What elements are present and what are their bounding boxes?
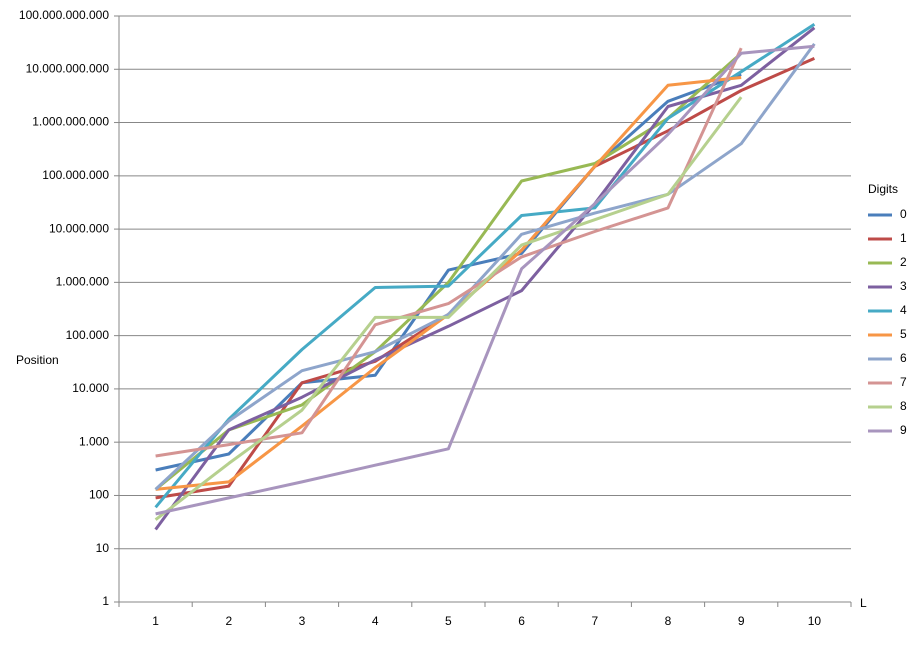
series-line	[155, 72, 742, 472]
x-tick-label: 1	[152, 614, 159, 628]
y-tick-label: 100.000.000	[42, 168, 109, 182]
x-tick-label: 3	[299, 614, 306, 628]
y-tick-label: 1.000.000	[56, 275, 110, 289]
x-tick-label: 4	[372, 614, 379, 628]
y-tick-label: 100.000.000.000	[19, 8, 109, 22]
y-tick-label: 10	[96, 541, 110, 555]
legend-label: 7	[900, 375, 907, 389]
y-tick-label: 10.000.000	[49, 221, 109, 235]
series-line	[154, 96, 743, 521]
y-tick-label: 10.000	[72, 381, 109, 395]
legend-label: 2	[900, 255, 907, 269]
x-tick-label: 10	[808, 614, 822, 628]
x-tick-label: 7	[591, 614, 598, 628]
x-tick-label: 8	[665, 614, 672, 628]
series-line	[155, 44, 815, 516]
series-line	[155, 47, 743, 458]
legend-label: 3	[900, 279, 907, 293]
y-tick-label: 100.000	[66, 328, 110, 342]
legend-label: 6	[900, 351, 907, 365]
x-axis-label: L	[860, 596, 867, 610]
legend-label: 1	[900, 231, 907, 245]
x-tick-label: 5	[445, 614, 452, 628]
series-line	[154, 52, 743, 491]
x-tick-label: 9	[738, 614, 745, 628]
legend-label: 5	[900, 327, 907, 341]
x-tick-label: 6	[518, 614, 525, 628]
legend-label: 9	[900, 423, 907, 437]
series-line	[155, 57, 816, 500]
y-tick-label: 1	[102, 594, 109, 608]
series-line	[154, 43, 816, 491]
series-line	[154, 23, 816, 509]
y-tick-label: 1.000	[79, 434, 109, 448]
y-tick-label: 10.000.000.000	[26, 61, 110, 75]
y-tick-label: 100	[89, 488, 109, 502]
legend-label: 4	[900, 303, 907, 317]
y-tick-label: 1.000.000.000	[32, 115, 109, 129]
x-tick-label: 2	[225, 614, 232, 628]
legend-label: 8	[900, 399, 907, 413]
y-axis-label: Position	[16, 353, 59, 367]
legend-label: 0	[900, 207, 907, 221]
legend-title: Digits	[868, 182, 898, 196]
